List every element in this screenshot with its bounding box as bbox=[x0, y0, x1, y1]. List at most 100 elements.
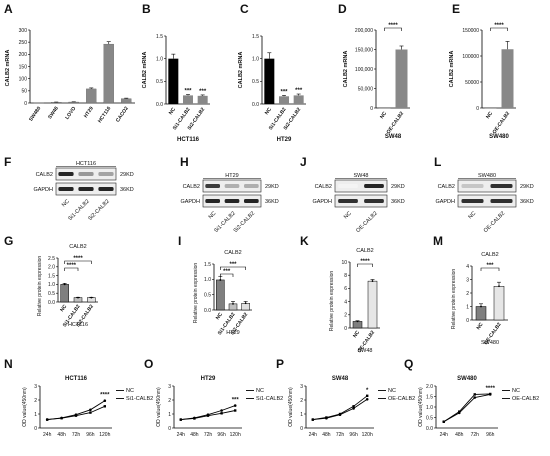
P-xtick-label: 72h bbox=[336, 432, 345, 438]
P-ylabel: OD value(450nm) bbox=[288, 387, 294, 427]
N-ylabel: OD value(450nm) bbox=[22, 387, 28, 427]
I-dot bbox=[244, 302, 247, 305]
C-ytick-label: 0.0 bbox=[252, 102, 259, 108]
G-a-sig-label: **** bbox=[67, 263, 77, 269]
E-sig-bracket bbox=[490, 27, 508, 31]
B-ytick-label: 0.0 bbox=[156, 102, 163, 108]
panel-letter-F: F bbox=[4, 155, 11, 169]
G-bar bbox=[60, 284, 69, 303]
Q-point bbox=[442, 420, 445, 423]
panel-I: I CALB2 0.0 0.5 1.0 1.5 Relative protein expre… bbox=[178, 234, 252, 336]
panel-letter-L: L bbox=[434, 155, 441, 169]
K-category-label: NC bbox=[352, 329, 361, 339]
G-ytick-label: 1.5 bbox=[48, 273, 55, 279]
F-band bbox=[98, 187, 114, 191]
I-bar bbox=[228, 303, 238, 311]
panel-A: A 0 50 100 150 200 250 300 CALB2 mRNA SW480 SW48 LO… bbox=[4, 2, 135, 124]
Q-ylabel: OD value(450nm) bbox=[418, 387, 424, 427]
C-ytick-label: 0.5 bbox=[252, 79, 259, 85]
P-point bbox=[325, 416, 328, 419]
Q-xtick-label: 24h bbox=[440, 432, 449, 438]
I-a-sig-bracket bbox=[220, 273, 234, 277]
D-category-label: NC bbox=[379, 110, 388, 120]
panel-P: P SW48 0 1 2 3 OD value(450nm) 24h 48h 72h 96h 120h… bbox=[276, 357, 415, 438]
P-sig-label: * bbox=[366, 388, 369, 394]
panel-letter-N: N bbox=[4, 357, 13, 371]
D-ytick-label: 200,000 bbox=[355, 28, 373, 34]
O-ytick-label: 3 bbox=[168, 384, 171, 390]
J-band bbox=[338, 199, 358, 203]
A-ytick-label: 100 bbox=[19, 76, 28, 82]
M-dot bbox=[498, 285, 500, 288]
panel-N: N HCT116 0 1 2 3 OD value(450nm) 24h 48h 72h 96h 12… bbox=[4, 357, 153, 438]
P-xtick-label: 48h bbox=[322, 432, 331, 438]
G-dot bbox=[63, 283, 66, 286]
M-ytick-label: 1 bbox=[466, 304, 469, 310]
O-ytick-label: 1 bbox=[168, 412, 171, 418]
J-row-label: GAPDH bbox=[312, 199, 332, 205]
G-ytick-label: 1.0 bbox=[48, 282, 55, 288]
M-sig-label: *** bbox=[486, 263, 494, 269]
N-xtick-label: 72h bbox=[72, 432, 81, 438]
F-band bbox=[78, 187, 94, 191]
H-lane-label: Si2-CALB2 bbox=[233, 211, 256, 234]
J-size-label: 36KD bbox=[391, 199, 405, 205]
N-xtick-label: 24h bbox=[43, 432, 52, 438]
G-ytick-label: 0.0 bbox=[48, 300, 55, 306]
Q-series-line bbox=[443, 393, 491, 423]
I-b-sig-label: *** bbox=[229, 262, 237, 268]
A-bar bbox=[103, 43, 114, 104]
N-ytick-label: 3 bbox=[34, 384, 37, 390]
P-ytick-label: 2 bbox=[300, 398, 303, 404]
B-bar bbox=[183, 95, 193, 104]
E-ylabel: CALB2 mRNA bbox=[449, 51, 455, 88]
K-dot bbox=[356, 320, 359, 323]
panel-letter-O: O bbox=[144, 357, 153, 371]
N-point bbox=[74, 414, 78, 417]
O-point bbox=[206, 414, 210, 417]
O-ylabel: OD value(450nm) bbox=[156, 387, 162, 427]
F-band bbox=[78, 172, 94, 176]
O-legend-label: NC bbox=[256, 388, 264, 394]
B-ytick-label: 1.0 bbox=[156, 56, 163, 62]
panel-letter-C: C bbox=[240, 2, 249, 16]
O-xtick-label: 48h bbox=[190, 432, 199, 438]
P-title: SW48 bbox=[332, 376, 349, 382]
L-size-label: 29KD bbox=[520, 184, 534, 190]
O-point bbox=[233, 404, 237, 407]
D-ytick-label: 50,000 bbox=[358, 86, 374, 92]
I-b-sig-bracket bbox=[220, 266, 246, 270]
H-band bbox=[205, 199, 221, 203]
B-bar bbox=[197, 95, 208, 104]
G-b-sig-bracket bbox=[64, 260, 92, 264]
L-band bbox=[461, 184, 484, 188]
H-size-label: 29KD bbox=[265, 184, 279, 190]
Q-legend-label: OE-CALB2 bbox=[512, 396, 539, 402]
F-row-label: CALB2 bbox=[36, 172, 53, 178]
J-size-label: 29KD bbox=[391, 184, 405, 190]
panel-letter-E: E bbox=[452, 2, 460, 16]
K-ytick-label: 4 bbox=[344, 299, 347, 305]
F-band bbox=[58, 187, 74, 191]
L-lane-label: NC bbox=[467, 211, 477, 221]
L-size-label: 36KD bbox=[520, 199, 534, 205]
I-ylabel: Relative protein expression bbox=[193, 263, 199, 324]
G-dot bbox=[90, 296, 93, 299]
J-band bbox=[338, 184, 358, 188]
A-category-label: SW480 bbox=[28, 106, 42, 123]
D-sig-bracket bbox=[384, 27, 402, 31]
I-bar bbox=[216, 279, 225, 311]
Q-point bbox=[473, 396, 477, 399]
H-lane-label: NC bbox=[208, 211, 218, 221]
K-ytick-label: 0 bbox=[344, 326, 347, 332]
I-cell-line: HT29 bbox=[226, 330, 239, 336]
N-ytick-label: 0 bbox=[34, 426, 37, 432]
panel-G: G CALB2 0.0 0.5 1.0 1.5 2.0 2.5 Relative protein… bbox=[4, 234, 98, 328]
H-row-label: CALB2 bbox=[183, 184, 200, 190]
E-category-label: NC bbox=[485, 110, 494, 120]
O-point bbox=[193, 417, 196, 420]
I-bar bbox=[241, 303, 250, 311]
M-dot bbox=[480, 305, 482, 308]
